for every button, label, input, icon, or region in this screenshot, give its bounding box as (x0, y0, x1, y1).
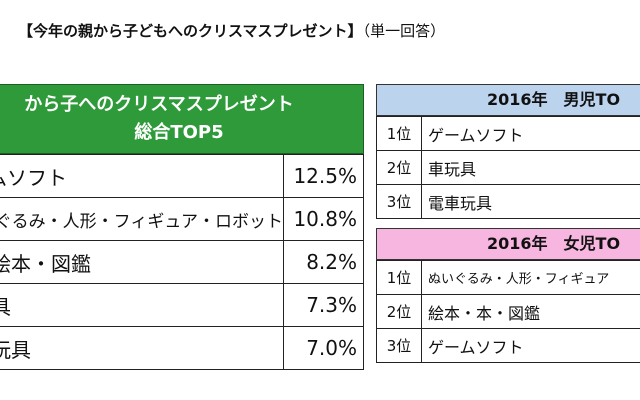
boys-item-name: ゲームソフト (421, 116, 640, 151)
table-row: 2位 車玩具 (376, 150, 640, 185)
rank-label: 3位 (376, 328, 422, 363)
table-row: 3位 電車玩具 (376, 184, 640, 219)
table-row: 2位 絵本・本・図鑑 (376, 294, 640, 329)
rank-label: 3位 (376, 184, 422, 219)
title-sub: （単一回答） (362, 22, 446, 40)
table-row: 3位 ゲームソフト (376, 328, 640, 363)
girls-item-name: 絵本・本・図鑑 (421, 294, 640, 329)
overall-item-name: ムソフト (0, 165, 67, 190)
boys-header: 2016年 男児TO (376, 84, 640, 116)
table-row: 1位 ゲームソフト (376, 116, 640, 151)
overall-header: から子へのクリスマスプレゼント 総合TOP5 (0, 84, 364, 154)
girls-item-name: ぬいぐるみ・人形・フィギュア (421, 260, 640, 295)
boys-item-name: 車玩具 (421, 150, 640, 185)
table-row: 具 7.3% (0, 283, 365, 327)
rank-label: 1位 (376, 260, 422, 295)
overall-item-pct: 7.3% (282, 283, 365, 327)
overall-item-name: 絵本・図鑑 (0, 251, 91, 276)
table-row: ムソフト 12.5% (0, 154, 365, 198)
overall-item-name: 玩具 (0, 337, 31, 362)
overall-header-line2: 総合TOP5 (134, 122, 224, 143)
table-row: 絵本・図鑑 8.2% (0, 240, 365, 284)
page-title: 【今年の親から子どもへのクリスマスプレゼント】（単一回答） (18, 20, 578, 41)
overall-item-name: ぐるみ・人形・フィギュア・ロボット (0, 211, 283, 232)
rank-label: 1位 (376, 116, 422, 151)
overall-item-pct: 12.5% (282, 154, 365, 198)
boys-top-table: 2016年 男児TO 1位 ゲームソフト 2位 車玩具 3位 電車玩具 (376, 84, 640, 219)
girls-item-name: ゲームソフト (421, 328, 640, 363)
overall-item-pct: 7.0% (282, 326, 365, 370)
overall-header-line1: から子へのクリスマスプレゼント (24, 94, 294, 115)
rank-label: 2位 (376, 150, 422, 185)
title-main: 【今年の親から子どもへのクリスマスプレゼント】 (18, 22, 363, 40)
table-row: 1位 ぬいぐるみ・人形・フィギュア (376, 260, 640, 295)
girls-top-table: 2016年 女児TO 1位 ぬいぐるみ・人形・フィギュア 2位 絵本・本・図鑑 … (376, 228, 640, 363)
overall-top5-table: から子へのクリスマスプレゼント 総合TOP5 ムソフト 12.5% ぐるみ・人形… (0, 84, 365, 370)
table-row: 玩具 7.0% (0, 326, 365, 370)
overall-item-name: 具 (0, 291, 11, 320)
overall-item-pct: 10.8% (282, 197, 365, 241)
overall-item-pct: 8.2% (282, 240, 365, 284)
table-row: ぐるみ・人形・フィギュア・ロボット 10.8% (0, 197, 365, 241)
girls-header: 2016年 女児TO (376, 228, 640, 260)
boys-item-name: 電車玩具 (421, 184, 640, 219)
rank-label: 2位 (376, 294, 422, 329)
